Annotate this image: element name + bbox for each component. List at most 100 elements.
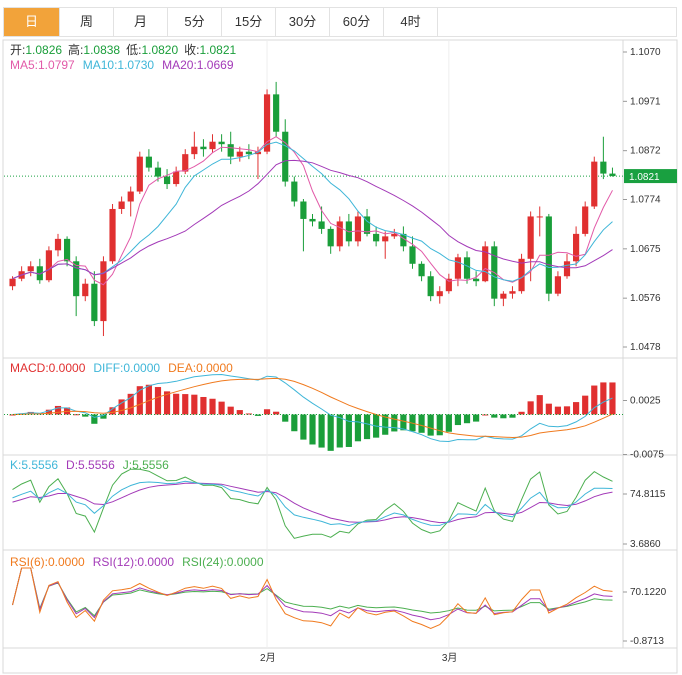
macd-bar <box>582 395 589 415</box>
candle-body <box>463 257 471 279</box>
kdj-k-line <box>12 480 613 527</box>
tab-week[interactable]: 周 <box>60 8 114 36</box>
candle-body <box>527 216 534 259</box>
ma5-line <box>12 136 613 286</box>
candle-body <box>127 191 134 202</box>
macd-bar <box>454 414 462 426</box>
macd-bar <box>91 414 98 424</box>
period-tabs: 日 周 月 5分 15分 30分 60分 4时 <box>3 7 677 37</box>
candle-body <box>254 151 262 155</box>
macd-bar <box>145 384 152 415</box>
candle-body <box>454 257 462 279</box>
macd-bar <box>227 406 234 415</box>
candle-body <box>445 278 452 292</box>
candle-body <box>291 181 298 202</box>
macd-tick-label: -0.0075 <box>630 450 664 461</box>
ohlc-value-1: 1.0838 <box>83 43 120 57</box>
candle-body <box>73 261 80 297</box>
macd-bar <box>545 403 552 415</box>
macd-bar <box>173 393 180 415</box>
price-tick-label: 1.0971 <box>630 96 661 107</box>
candle-body <box>609 173 616 177</box>
candle-body <box>373 233 380 242</box>
candle-body <box>309 218 316 222</box>
ohlc-label-3: 收: <box>184 43 199 57</box>
ma-label-0: MA5:1.0797 <box>10 58 75 72</box>
rsi-panel <box>12 567 613 630</box>
tab-4hour[interactable]: 4时 <box>384 8 438 36</box>
ma20-line <box>12 159 613 280</box>
macd-bar <box>154 387 162 415</box>
dea-line <box>12 377 613 439</box>
macd-bar <box>209 398 216 415</box>
candle-body <box>173 171 180 185</box>
macd-bar <box>509 414 516 418</box>
rsi-tick-label: -0.8713 <box>630 636 664 647</box>
candle-body <box>136 156 143 192</box>
macd-bar <box>345 414 352 447</box>
macd-bar <box>600 382 607 415</box>
candle-body <box>509 291 516 294</box>
chart-frame <box>2 39 678 674</box>
candle-body <box>45 250 52 281</box>
price-tick-label: 1.0675 <box>630 244 661 255</box>
candle-body <box>82 283 89 297</box>
rsi-tick-label: 70.1220 <box>630 587 667 598</box>
kdj-d-line <box>12 482 613 524</box>
macd-bar <box>100 414 107 419</box>
kdj-tick-label: 3.6860 <box>630 539 661 550</box>
candle-body <box>263 94 271 152</box>
macd-bar <box>463 414 471 424</box>
macd-bar <box>563 406 571 415</box>
macd-bar <box>518 411 525 415</box>
candle-body <box>63 238 71 262</box>
candle-body <box>354 216 362 242</box>
macd-bar <box>473 414 480 422</box>
macd-label-2: DEA:0.0000 <box>168 361 233 375</box>
ma-label-2: MA20:1.0669 <box>162 58 234 72</box>
tab-30min[interactable]: 30分 <box>276 8 330 36</box>
candle-body <box>118 201 125 209</box>
ohlc-value-0: 1.0826 <box>25 43 62 57</box>
candle-body <box>554 276 562 294</box>
macd-bar <box>318 414 325 448</box>
tab-month[interactable]: 月 <box>114 8 168 36</box>
rsi12-line <box>12 567 613 621</box>
price-tick-label: 1.0576 <box>630 293 661 304</box>
candle-body <box>336 221 343 247</box>
x-tick-label: 2月 <box>260 652 276 664</box>
kdj-label-2: J:5.5556 <box>123 458 169 472</box>
macd-bar <box>336 414 343 448</box>
tab-day[interactable]: 日 <box>4 8 60 36</box>
macd-bar <box>245 413 252 415</box>
x-tick-label: 3月 <box>442 652 458 664</box>
candle-body <box>409 246 416 264</box>
kdj-panel <box>12 468 613 539</box>
kdj-label-1: D:5.5556 <box>66 458 115 472</box>
macd-bar <box>382 414 389 435</box>
macd-bar <box>118 399 125 415</box>
candle-body <box>200 146 207 150</box>
candle-body <box>145 156 152 168</box>
tab-5min[interactable]: 5分 <box>168 8 222 36</box>
macd-bar <box>263 409 271 415</box>
candle-body <box>600 161 607 174</box>
candle-body <box>54 238 62 251</box>
candle-body <box>163 176 171 185</box>
candle-body <box>327 228 334 247</box>
candle-body <box>218 141 225 145</box>
candle-body <box>318 221 325 229</box>
macd-bar <box>54 405 62 415</box>
candle-body <box>236 151 243 157</box>
diff-line <box>12 373 613 443</box>
macd-bar <box>363 414 371 440</box>
ohlc-value-3: 1.0821 <box>199 43 236 57</box>
tab-15min[interactable]: 15分 <box>222 8 276 36</box>
tab-60min[interactable]: 60分 <box>330 8 384 36</box>
indicator-headers: 开: 1.0826 高: 1.0838 低: 1.0820 收: 1.0821 MA5:1.07… <box>10 42 264 569</box>
candle-body <box>436 291 443 297</box>
price-tick-label: 1.1070 <box>630 47 661 58</box>
price-tick-label: 1.0872 <box>630 146 661 157</box>
macd-bar <box>136 386 143 415</box>
